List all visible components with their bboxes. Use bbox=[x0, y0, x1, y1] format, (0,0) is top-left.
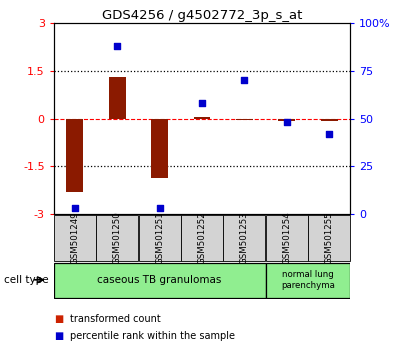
Text: GSM501251: GSM501251 bbox=[155, 212, 164, 264]
Bar bbox=[278, 119, 295, 121]
Point bbox=[199, 101, 205, 106]
Text: normal lung
parenchyma: normal lung parenchyma bbox=[281, 270, 335, 290]
Text: cell type: cell type bbox=[4, 275, 49, 285]
Text: ■: ■ bbox=[54, 331, 63, 341]
Text: GSM501250: GSM501250 bbox=[113, 212, 122, 264]
Text: transformed count: transformed count bbox=[70, 314, 160, 324]
Bar bbox=[66, 119, 84, 192]
Bar bbox=[139, 215, 181, 261]
Bar bbox=[54, 215, 96, 261]
Bar bbox=[193, 117, 211, 119]
Point bbox=[156, 206, 163, 211]
Text: caseous TB granulomas: caseous TB granulomas bbox=[98, 275, 222, 285]
Text: GSM501254: GSM501254 bbox=[282, 212, 291, 264]
Point bbox=[114, 43, 121, 49]
Text: GSM501252: GSM501252 bbox=[197, 212, 207, 264]
Point bbox=[326, 131, 332, 137]
Bar bbox=[223, 215, 265, 261]
Bar bbox=[236, 119, 253, 120]
Point bbox=[283, 120, 290, 125]
Bar bbox=[181, 215, 223, 261]
Text: GSM501249: GSM501249 bbox=[70, 212, 80, 264]
Point bbox=[241, 78, 248, 83]
Text: percentile rank within the sample: percentile rank within the sample bbox=[70, 331, 235, 341]
Text: GSM501253: GSM501253 bbox=[240, 212, 249, 264]
Bar bbox=[320, 119, 338, 121]
Bar bbox=[151, 119, 168, 177]
Text: ■: ■ bbox=[54, 314, 63, 324]
Bar bbox=[96, 215, 139, 261]
Title: GDS4256 / g4502772_3p_s_at: GDS4256 / g4502772_3p_s_at bbox=[102, 9, 302, 22]
Bar bbox=[308, 215, 350, 261]
Text: GSM501255: GSM501255 bbox=[324, 212, 334, 264]
Bar bbox=[54, 263, 265, 298]
Bar bbox=[109, 77, 126, 119]
Point bbox=[72, 206, 78, 211]
Bar bbox=[265, 215, 308, 261]
Bar bbox=[265, 263, 350, 298]
